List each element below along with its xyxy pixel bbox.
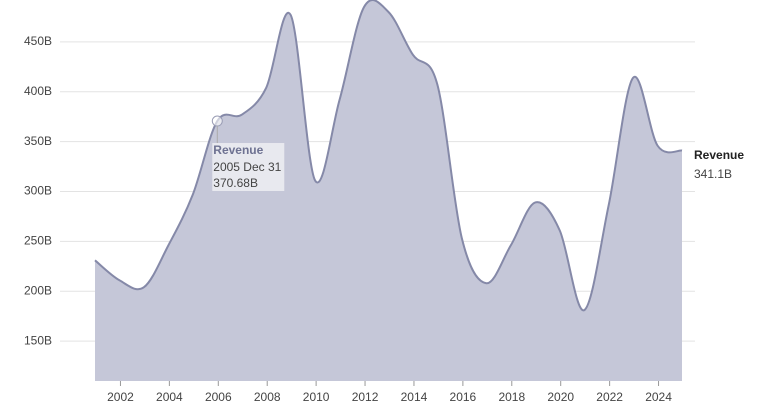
y-tick-label: 200B (24, 283, 52, 297)
x-tick-label: 2020 (547, 390, 574, 404)
x-tick-label: 2002 (107, 390, 134, 404)
hover-point (211, 115, 223, 127)
y-tick-label: 450B (24, 34, 52, 48)
series-label: Revenue (694, 148, 744, 162)
y-tick-label: 350B (24, 134, 52, 148)
x-tick-label: 2016 (450, 390, 477, 404)
x-tick-label: 2018 (498, 390, 525, 404)
x-tick-label: 2006 (205, 390, 232, 404)
x-tick-label: 2024 (645, 390, 672, 404)
tooltip: Revenue 2005 Dec 31 370.68B (212, 143, 285, 192)
x-tick-label: 2004 (156, 390, 183, 404)
y-tick-label: 250B (24, 234, 52, 248)
y-tick-label: 300B (24, 184, 52, 198)
y-tick-label: 400B (24, 84, 52, 98)
line (94, 0, 683, 312)
x-tick-label: 2014 (401, 390, 428, 404)
area-fill (95, 0, 682, 381)
tooltip-value: 370.68B (213, 176, 258, 190)
tooltip-title: Revenue (213, 143, 263, 157)
x-tick-label: 2008 (254, 390, 281, 404)
x-tick-label: 2012 (352, 390, 379, 404)
tooltip-date: 2005 Dec 31 (213, 160, 281, 174)
end-value-label: 341.1B (694, 167, 732, 181)
y-tick-label: 150B (24, 333, 52, 347)
tooltip-bg (212, 143, 285, 192)
x-tick-label: 2022 (596, 390, 623, 404)
x-tick-label: 2010 (303, 390, 330, 404)
